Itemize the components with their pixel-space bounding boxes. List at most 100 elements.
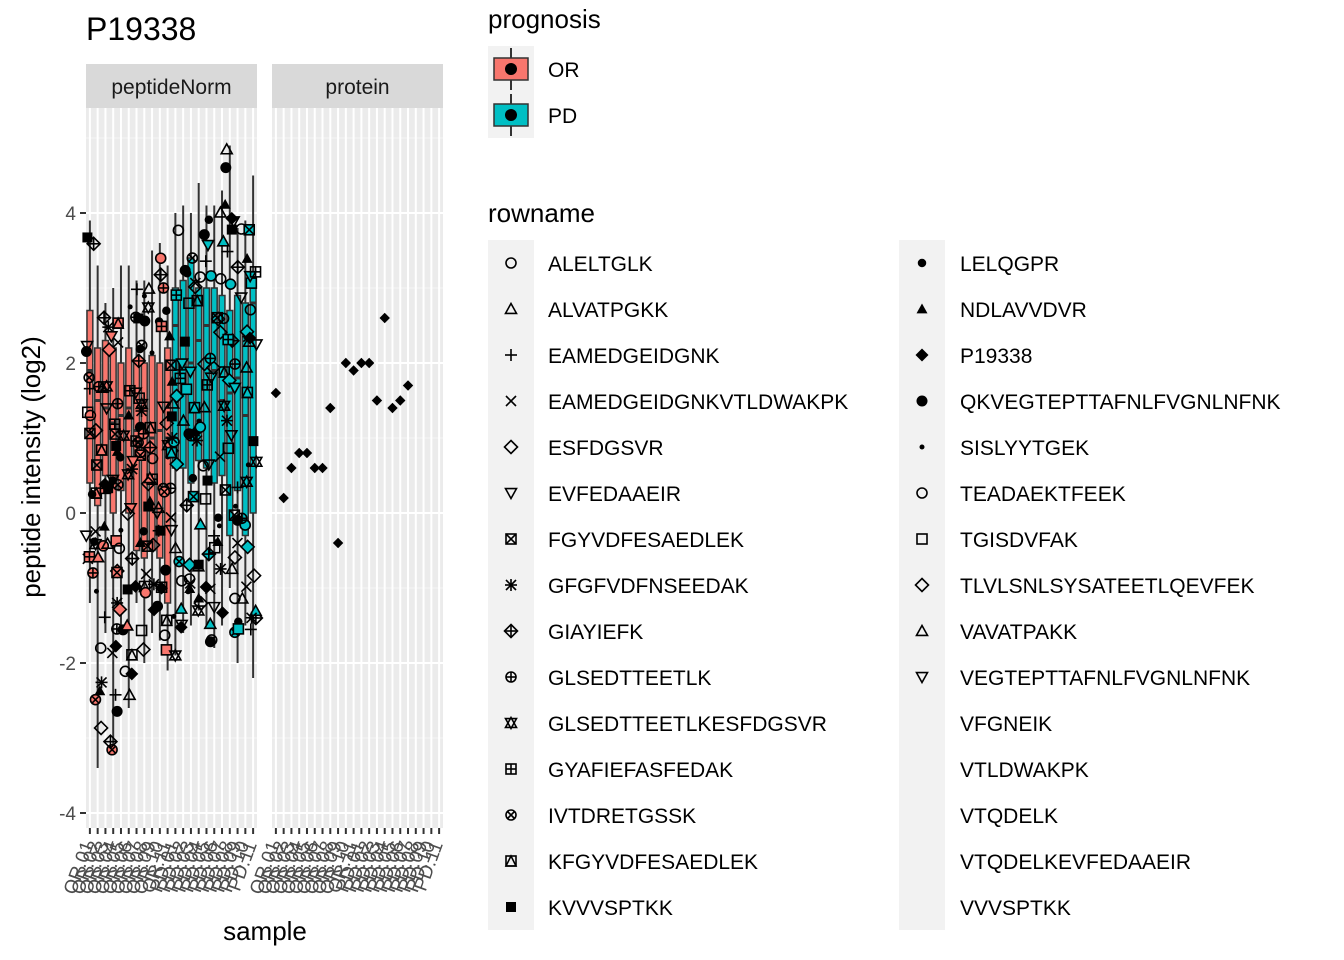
- point-diamond-open: [246, 568, 262, 584]
- legend-area: prognosis OR PD rowname ALELTGLK ALVATPGKK EAM…: [488, 4, 1281, 930]
- point-diamond-filled: [387, 402, 398, 414]
- point-circle-cross: [135, 339, 148, 352]
- point-square-cross: [505, 533, 517, 545]
- point-triangles-up-down: [217, 398, 231, 413]
- point-square-triangle: [111, 316, 125, 329]
- point-circle-open: [194, 271, 207, 283]
- point-asterisk: [505, 579, 517, 591]
- point-diamond-filled: [109, 639, 123, 653]
- point-square-cross: [243, 223, 256, 236]
- point-circle-large-filled: [179, 264, 191, 276]
- legend-item-rowname: EAMEDGEIDGNKVTLDWAKPK: [505, 391, 848, 414]
- point-triangle-filled: [144, 495, 156, 506]
- box-body: [195, 287, 203, 462]
- point-triangle-filled: [219, 198, 231, 209]
- point-square-open: [160, 644, 173, 656]
- point-diamond-open: [212, 324, 229, 340]
- point-square-plus: [108, 418, 121, 431]
- point-circle-cross: [505, 809, 517, 821]
- point-triangle-open: [120, 618, 135, 631]
- point-triangle-down-open: [504, 487, 518, 501]
- point-triangles-up-down: [116, 428, 131, 443]
- point-circle-large-filled: [160, 564, 172, 576]
- box-body: [117, 362, 125, 492]
- facet-label-peptideNorm: peptideNorm: [111, 76, 231, 99]
- legend-item-rowname: VTLDWAKPK: [960, 759, 1089, 782]
- legend-item-rowname: GFGFVDFNSEEDAK: [505, 575, 749, 598]
- point-square-filled: [122, 584, 133, 595]
- legend-item-rowname: ALELTGLK: [505, 253, 653, 276]
- legend-label: IVTDRETGSSK: [548, 805, 696, 828]
- point-diamond-filled: [348, 365, 359, 376]
- point-triangles-up-down: [249, 454, 264, 470]
- point-diamond-open: [503, 439, 519, 455]
- point-diamond-filled: [379, 312, 390, 324]
- point-triangle-open: [213, 205, 228, 218]
- point-triangle-open: [504, 301, 518, 315]
- point-square-open: [199, 493, 212, 505]
- point-diamond-open: [914, 577, 930, 593]
- point-square-filled: [506, 902, 516, 912]
- legend-item-rowname: SISLYYTGEK: [919, 437, 1089, 460]
- point-square-triangle: [144, 420, 157, 434]
- legend-item-rowname: NDLAVVDVR: [916, 299, 1087, 322]
- point-triangle-open: [203, 616, 218, 630]
- legend-label: FGYVDFESAEDLEK: [548, 529, 744, 552]
- plot-panels: peptideNormOR.01OR.02OR.03OR.04OR.05OR.0…: [60, 64, 448, 897]
- point-square-plus: [249, 266, 262, 278]
- point-circle-large-filled: [220, 162, 232, 174]
- point-asterisk: [166, 432, 179, 445]
- legend-item-rowname: LELQGPR: [917, 253, 1059, 276]
- point-diamond-filled: [317, 462, 328, 474]
- point-circle-open: [197, 460, 210, 472]
- point-square-open: [222, 442, 235, 455]
- point-square-triangle: [95, 443, 108, 456]
- point-triangle-down-open: [234, 292, 249, 305]
- point-circle-filled: [116, 453, 125, 462]
- point-triangle-open: [176, 413, 191, 426]
- facet-label-protein: protein: [325, 76, 389, 99]
- point-triangle-down-open: [79, 530, 94, 543]
- legend-item-rowname: EVFEDAAEIR: [504, 483, 681, 506]
- legend-item-rowname: ESFDGSVR: [503, 437, 664, 460]
- legend-label: ALVATPGKK: [548, 299, 668, 322]
- legend-item-rowname: P19338: [915, 345, 1032, 368]
- legend-item-rowname: VEGTEPTTAFNLFVGNLNFNK: [915, 667, 1250, 690]
- point-circle-small-filled: [919, 444, 925, 450]
- legend-item-rowname: TEADAEKTFEEK: [916, 483, 1126, 506]
- point-triangle-open: [122, 687, 137, 701]
- point-square-filled: [226, 224, 237, 235]
- point-circle-open: [84, 409, 97, 422]
- legend-label: EAMEDGEIDGNKVTLDWAKPK: [548, 391, 848, 414]
- point-circle-small-filled: [216, 523, 222, 529]
- point-triangles-up-down: [99, 379, 114, 394]
- point-square-open: [208, 541, 221, 554]
- point-square-filled: [82, 232, 93, 243]
- point-diamond-open: [145, 537, 161, 553]
- point-circle-large-filled: [916, 395, 928, 407]
- point-triangle-down-open: [150, 507, 164, 521]
- legend-item-rowname: VFGNEIK: [960, 713, 1052, 736]
- point-square-plus: [505, 763, 517, 775]
- point-circle-open: [916, 487, 928, 499]
- chart-title: P19338: [86, 11, 196, 47]
- legend-item-rowname: GLSEDTTEETLK: [505, 667, 711, 690]
- y-axis-label: peptide intensity (log2): [16, 336, 46, 598]
- point-circle-small-filled: [118, 527, 124, 533]
- legend-item-rowname: GIAYIEFK: [503, 621, 643, 644]
- point-square-filled: [193, 559, 204, 570]
- point-cross: [240, 581, 253, 593]
- point-circle-filled: [204, 215, 214, 225]
- point-square-triangle: [217, 365, 231, 378]
- point-circle-plus: [87, 567, 99, 579]
- point-triangle-open: [191, 559, 206, 572]
- point-circle-cross: [83, 371, 95, 384]
- point-triangle-filled: [123, 409, 135, 420]
- point-square-triangle: [241, 385, 254, 399]
- facet-panel-protein: proteinOR.01OR.02OR.03OR.04OR.05OR.06OR.…: [246, 64, 448, 897]
- point-plus: [244, 623, 257, 636]
- point-square-open: [916, 533, 928, 545]
- legend-item-PD: PD: [488, 92, 577, 138]
- box-body: [86, 309, 94, 484]
- point-square-filled: [155, 525, 166, 536]
